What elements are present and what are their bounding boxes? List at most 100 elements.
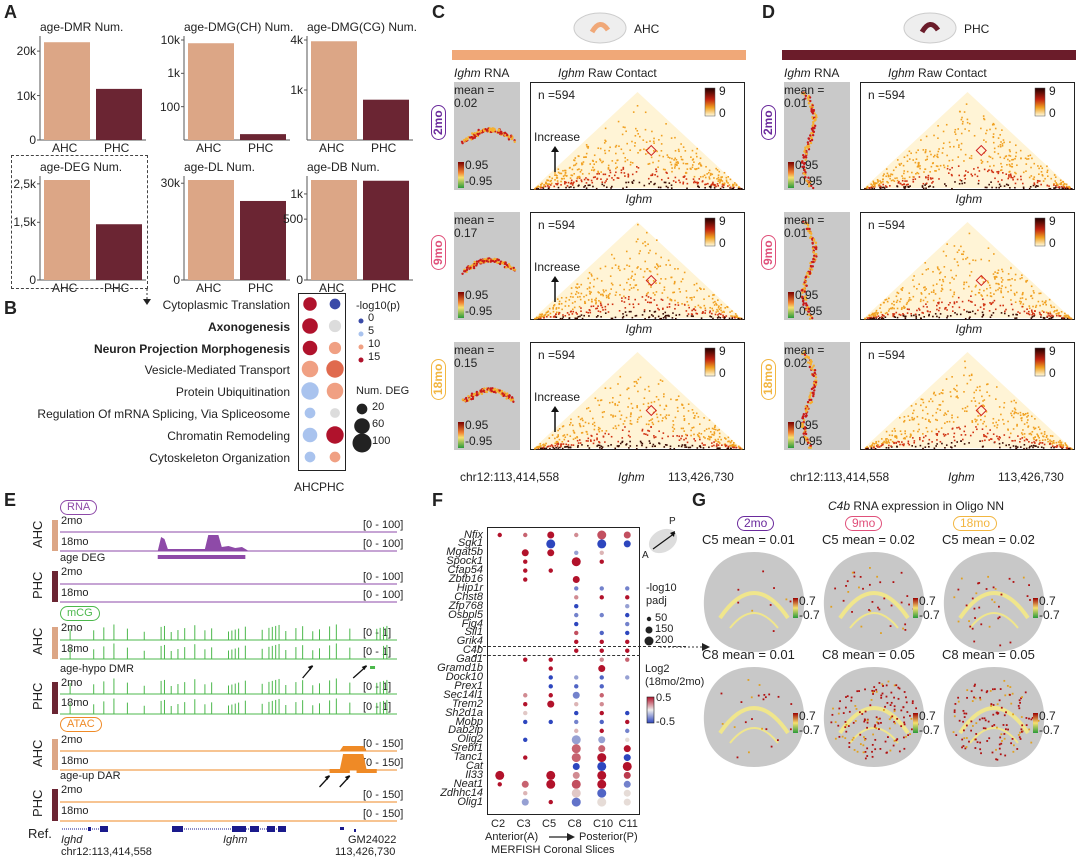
brain-section	[823, 552, 925, 652]
increase-arrow	[551, 146, 559, 172]
coord-left: chr12:113,414,558	[790, 470, 890, 484]
mean-value: mean = 0.17	[454, 213, 495, 240]
rna-label: RNA	[814, 66, 840, 80]
legend-title-size: Num. DEG	[356, 385, 410, 397]
contact-map-frame	[530, 82, 745, 190]
gene-label: Zfp768	[448, 599, 483, 612]
colorbar-min: -0.7	[919, 723, 940, 737]
track-range-label: [0 - 100]	[363, 538, 404, 550]
signal-track	[60, 698, 397, 715]
colorbar-min: -0.7	[799, 608, 820, 622]
dot-phc	[326, 382, 344, 400]
dot-osbpl5-c11	[625, 612, 630, 618]
contact-colorbar-max: 9	[719, 84, 726, 98]
x-tick-label: AHC	[294, 480, 320, 494]
dot-nfix-c2	[497, 532, 502, 538]
chart-title: age-DB Num.	[307, 160, 380, 174]
contact-colorbar	[1034, 87, 1046, 117]
dot-zfp768-c8	[574, 604, 579, 609]
gene-label: Nfix	[464, 528, 483, 541]
dot-trem2-c10	[599, 701, 604, 707]
x-tick-label: PHC	[371, 281, 397, 295]
x-label-anterior: Anterior(A)	[485, 831, 539, 843]
region-label: AHC	[634, 22, 660, 36]
highlight-diamond	[975, 274, 987, 287]
dot-trem2-c3	[523, 701, 528, 707]
dot-prex1-c5	[548, 684, 553, 689]
dot-nfix-c8	[574, 532, 579, 538]
dot-zdhhc14-c3	[523, 790, 528, 796]
gene-label: Dock10	[445, 671, 483, 683]
expression-colorbar	[793, 713, 798, 733]
bar-chart-5	[304, 176, 413, 281]
track-age-label: 2mo	[61, 677, 83, 689]
rna-label: RNA	[484, 66, 510, 80]
contact-map	[534, 222, 743, 320]
dot-sh2d1a-c10	[599, 710, 604, 716]
x-tick-label: PHC	[319, 480, 345, 494]
rna-colorbar	[788, 162, 794, 188]
contact-count: n =594	[538, 88, 576, 102]
gene-label: Il33	[465, 768, 483, 781]
region-bar	[782, 50, 1076, 60]
x-caption: MERFISH Coronal Slices	[491, 844, 615, 856]
dotplot-frame	[298, 293, 346, 472]
mean-value: mean = 0.01	[784, 83, 825, 110]
rna-header: Ighm RNA	[784, 66, 839, 80]
gene-name: C4b	[828, 499, 851, 513]
spatial-rna-image	[784, 212, 850, 320]
contact-colorbar-max: 9	[719, 214, 726, 228]
x-tick-label: C10	[593, 818, 614, 830]
feature-label: age-up DAR	[60, 770, 121, 782]
contact-map	[534, 352, 743, 450]
gene-label: Gramd1b	[437, 662, 483, 675]
contact-header: Ighm Raw Contact	[558, 66, 657, 80]
legend-dot	[358, 318, 364, 324]
panel-label-a: A	[4, 2, 17, 22]
y-tick-label: 1k	[290, 83, 303, 97]
bar-chart-0	[37, 36, 146, 141]
brain-icon	[903, 12, 957, 44]
assay-pill: RNA	[60, 500, 98, 515]
track-age-label: 2mo	[61, 515, 83, 527]
region-label: PHC	[30, 571, 45, 599]
track-age-label: 18mo	[61, 536, 89, 548]
c4b-highlight-top	[473, 646, 686, 648]
gene-label: Mobp	[455, 715, 483, 728]
y-tick-label: 1,5k	[13, 215, 36, 230]
coord-left: chr12:113,414,558	[460, 470, 560, 484]
region-label: PHC	[964, 22, 990, 36]
gene-label: Sec14l1	[443, 688, 483, 701]
track-range-label: [0 - 1]	[363, 646, 392, 658]
contact-count: n =594	[538, 218, 576, 232]
dot-mgat5b-c3	[521, 549, 529, 557]
dot-olig2-c8	[571, 735, 581, 745]
dot-nfix-c5	[547, 531, 555, 539]
go-term-label: Vesicle-Mediated Transport	[144, 363, 290, 378]
dot-il33-c5	[546, 770, 556, 780]
x-tick-label: AHC	[196, 141, 222, 155]
region-bar	[52, 627, 58, 659]
spatial-rna-image	[454, 342, 520, 450]
signal-track	[60, 643, 397, 660]
dot-zdhhc14-c8	[571, 788, 581, 798]
gene-annotation-track	[62, 826, 356, 832]
y-tick-label: 100	[159, 99, 180, 114]
colorbar-max: 0.7	[799, 594, 816, 608]
track-range-label: [0 - 150]	[363, 808, 404, 820]
expression-colorbar	[1033, 713, 1038, 733]
coord-left: chr12:113,414,558	[61, 846, 152, 858]
dot-cat-c10	[597, 761, 607, 771]
gene-label: Sh2d1a	[445, 706, 483, 719]
dot-olig1-c10	[597, 797, 607, 807]
legend-value: 5	[368, 325, 375, 337]
dot-zfp768-c11	[625, 604, 630, 609]
dot-fig4-c11	[625, 621, 630, 627]
contact-count: n =594	[538, 348, 576, 362]
gene-label: Spock1	[446, 555, 483, 568]
direction-arrow	[549, 833, 575, 841]
track-range-label: [0 - 100]	[363, 571, 404, 583]
gene-label: Osbpl5	[448, 608, 483, 621]
contact-map-frame	[860, 212, 1075, 320]
dot-grik4-c8	[574, 639, 579, 645]
